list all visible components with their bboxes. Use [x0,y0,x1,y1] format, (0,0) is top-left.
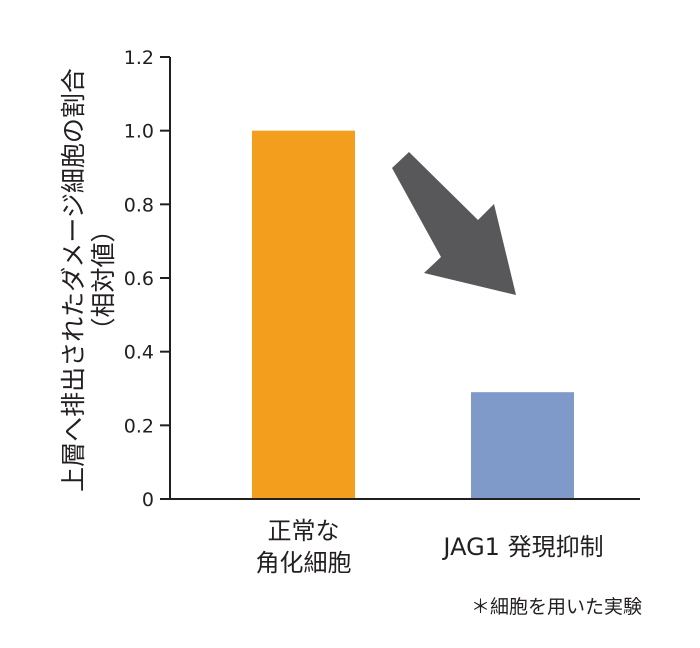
y-axis-label-unit: （相対値） [89,217,118,342]
y-tick-label: 1.2 [124,47,154,69]
bars [252,130,574,499]
downward-trend-arrow-icon [392,152,516,295]
bar-2 [471,392,574,499]
y-tick-label: 0.8 [124,194,154,216]
y-tick-label: 0.2 [124,415,154,437]
y-axis-label: 上層へ排出されたダメージ細胞の割合 （相対値） [59,68,118,492]
y-tick-label: 0 [142,489,154,511]
y-axis-label-main: 上層へ排出されたダメージ細胞の割合 [59,68,88,492]
y-tick-label: 0.4 [124,342,154,364]
y-tick-label: 1.0 [124,121,154,143]
x-category-label: JAG1 発現抑制 [441,533,603,561]
y-axis-ticks: 0 0.2 0.4 0.6 0.8 1.0 1.2 [124,47,170,511]
x-category-label: 角化細胞 [256,549,352,577]
bar-1 [252,130,355,499]
y-tick-label: 0.6 [124,268,154,290]
footnote: ＊細胞を用いた実験 [471,596,642,618]
x-category-label: 正常な [268,517,340,545]
